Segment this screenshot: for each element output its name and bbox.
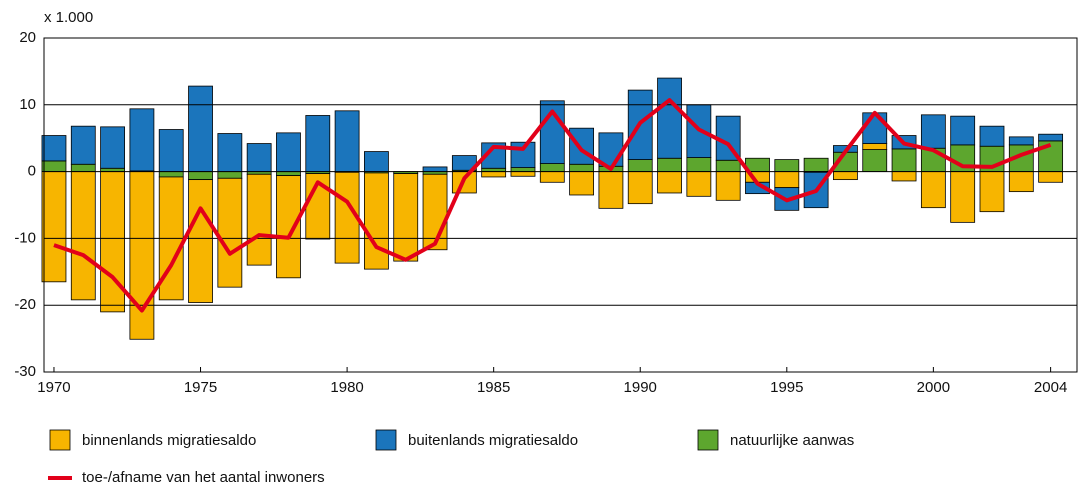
x-tick-label: 1970 (37, 379, 70, 396)
y-tick-label: 10 (19, 96, 36, 113)
bar (774, 159, 800, 173)
bar (188, 85, 213, 172)
bar (920, 114, 946, 149)
plot-frame (43, 37, 1078, 373)
bar (364, 151, 389, 172)
bar (481, 171, 507, 178)
bar (276, 171, 301, 177)
bar (950, 171, 976, 223)
bar (158, 171, 184, 178)
bar (569, 171, 595, 196)
bar (510, 167, 536, 172)
bar (539, 171, 565, 183)
bar (569, 127, 595, 165)
bar (188, 179, 213, 303)
bar (598, 132, 624, 167)
x-tick-label: 1995 (770, 379, 803, 396)
bar (1038, 133, 1064, 142)
y-tick-label: 0 (28, 163, 36, 180)
bar (276, 132, 301, 173)
bar (862, 149, 888, 173)
bar (686, 171, 712, 197)
y-tick-label: -20 (14, 296, 36, 313)
bar (862, 112, 888, 144)
bar (129, 171, 155, 340)
bar (70, 125, 96, 165)
bar (569, 163, 595, 172)
bar (686, 157, 712, 173)
legend-label: natuurlijke aanwas (730, 432, 854, 449)
bar (364, 172, 389, 270)
bar (70, 171, 96, 301)
bar (627, 171, 653, 205)
bar (246, 173, 272, 266)
bar (891, 148, 917, 173)
bar (100, 126, 125, 169)
bar (657, 77, 682, 159)
bar (774, 171, 800, 189)
x-tick-label: 1985 (477, 379, 510, 396)
bar (833, 171, 858, 181)
y-tick-label: -30 (14, 363, 36, 380)
x-tick-label: 1980 (330, 379, 363, 396)
legend-swatch (697, 429, 719, 451)
bar (891, 171, 917, 182)
x-tick-label: 2000 (917, 379, 950, 396)
bar (657, 171, 682, 194)
bar (510, 171, 536, 177)
bar (217, 177, 243, 288)
bar (481, 167, 507, 172)
bar (188, 171, 213, 181)
bar (979, 125, 1005, 147)
x-tick-label: 1975 (184, 379, 217, 396)
bar (920, 171, 946, 209)
bar (979, 171, 1005, 213)
bar (41, 135, 67, 162)
x-tick-label: 2004 (1034, 379, 1067, 396)
bar (715, 171, 741, 201)
line-series (53, 98, 1052, 313)
bar (598, 171, 624, 209)
bar (246, 143, 272, 173)
legend-swatch (49, 429, 71, 451)
x-tick-label: 1990 (624, 379, 657, 396)
bar (129, 108, 155, 172)
bar (334, 110, 360, 172)
bar (158, 129, 184, 173)
bar (393, 173, 419, 262)
bar (217, 133, 243, 173)
y-tick-label: -10 (14, 229, 36, 246)
bar (657, 157, 682, 173)
legend-label: binnenlands migratiesaldo (82, 432, 256, 449)
legend-label: buitenlands migratiesaldo (408, 432, 578, 449)
bar (422, 166, 448, 172)
legend-swatch (375, 429, 397, 451)
bar (276, 175, 301, 279)
bar (539, 163, 565, 172)
y-unit-label: x 1.000 (44, 9, 93, 26)
bar (217, 171, 243, 179)
bar (100, 167, 125, 172)
bar (627, 159, 653, 173)
bar (41, 171, 67, 283)
bar (70, 163, 96, 172)
y-tick-label: 20 (19, 29, 36, 46)
bar (305, 115, 331, 172)
bar (422, 173, 448, 251)
bar (715, 159, 741, 173)
bar (862, 143, 888, 150)
bar (803, 157, 829, 173)
bar (1038, 171, 1064, 183)
bar (1008, 171, 1034, 193)
legend-label: toe-/afname van het aantal inwoners (82, 469, 325, 486)
bar (950, 115, 976, 146)
bar (100, 171, 125, 313)
bar (41, 160, 67, 173)
bar (1008, 136, 1034, 146)
